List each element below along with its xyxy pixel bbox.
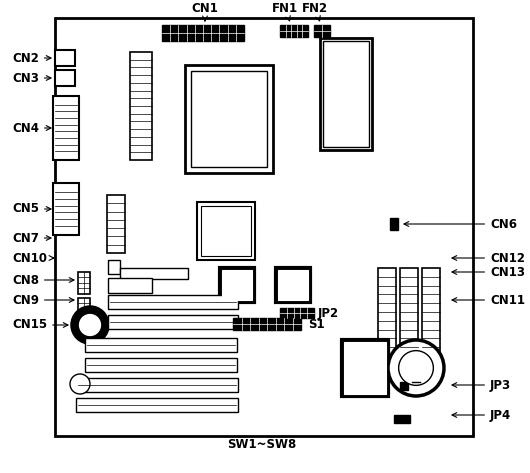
Text: CN7: CN7	[12, 231, 51, 245]
Bar	[422, 268, 440, 356]
Bar	[78, 298, 90, 314]
Bar	[108, 260, 120, 274]
Bar	[276, 268, 310, 302]
Text: CN13: CN13	[452, 265, 525, 279]
Bar	[76, 398, 238, 412]
Bar	[280, 25, 308, 37]
Text: FN2: FN2	[302, 1, 328, 21]
Bar	[53, 96, 79, 160]
Bar	[197, 202, 255, 260]
Circle shape	[80, 315, 101, 335]
Bar	[108, 278, 152, 293]
Bar	[400, 382, 408, 390]
Bar	[394, 415, 410, 423]
Text: CN12: CN12	[452, 252, 525, 264]
Bar	[280, 308, 314, 318]
Text: CN9: CN9	[12, 294, 74, 307]
Bar	[76, 378, 238, 392]
Text: CN8: CN8	[12, 273, 74, 287]
Bar	[314, 25, 330, 37]
Bar	[344, 342, 386, 394]
Text: CN15: CN15	[12, 318, 68, 332]
Bar	[85, 338, 237, 352]
Text: JP2: JP2	[318, 307, 339, 319]
Bar	[53, 183, 79, 235]
Bar	[185, 65, 273, 173]
Circle shape	[70, 374, 90, 394]
Text: FN1: FN1	[272, 1, 298, 21]
Bar	[278, 271, 307, 299]
Bar	[378, 268, 396, 356]
Bar	[220, 268, 254, 302]
Bar	[78, 272, 90, 294]
Bar	[201, 206, 251, 256]
Bar	[55, 18, 473, 436]
Text: JP3: JP3	[452, 378, 511, 392]
Circle shape	[399, 350, 434, 385]
Text: CN1: CN1	[191, 1, 218, 21]
Text: CN4: CN4	[12, 122, 51, 134]
Bar	[320, 38, 372, 150]
Circle shape	[72, 307, 108, 343]
Bar	[55, 185, 77, 233]
Text: CN3: CN3	[12, 71, 51, 85]
Bar	[162, 25, 244, 41]
Text: SW1~SW8: SW1~SW8	[227, 438, 297, 452]
Text: CN6: CN6	[404, 218, 517, 230]
Circle shape	[388, 340, 444, 396]
Bar	[130, 52, 152, 160]
Bar	[55, 70, 75, 86]
Bar	[400, 268, 418, 356]
Bar	[390, 218, 398, 230]
Bar	[323, 41, 369, 147]
Text: CN2: CN2	[12, 52, 51, 64]
Bar	[342, 340, 388, 396]
Bar	[223, 271, 252, 299]
Text: CN11: CN11	[452, 294, 525, 307]
Bar	[108, 315, 238, 329]
Bar	[191, 71, 267, 167]
Text: JP4: JP4	[452, 409, 511, 421]
Bar	[120, 268, 188, 279]
Bar	[55, 98, 77, 158]
Bar	[233, 318, 301, 330]
Text: CN5: CN5	[12, 202, 51, 216]
Text: S1: S1	[308, 317, 324, 331]
Bar	[55, 50, 75, 66]
Bar	[85, 358, 237, 372]
Bar	[107, 195, 125, 253]
Bar	[108, 295, 238, 309]
Text: CN10: CN10	[12, 252, 54, 264]
